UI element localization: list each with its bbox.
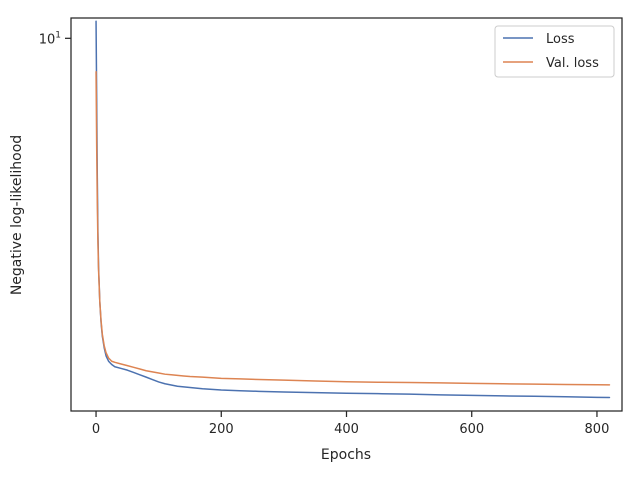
legend-label-val-loss: Val. loss: [546, 56, 599, 71]
x-tick-label: 400: [334, 422, 359, 437]
series-line-val-loss: [95, 70, 611, 386]
x-tick-label: 600: [459, 422, 484, 437]
x-axis-ticks: 0 200 400 600 800: [92, 411, 609, 437]
series-layer: [95, 20, 611, 399]
x-tick-label: 200: [209, 422, 234, 437]
legend: Loss Val. loss: [494, 25, 615, 78]
y-axis-title: Negative log-likelihood: [9, 135, 25, 295]
y-tick-label: 101: [39, 30, 61, 47]
x-tick-label: 0: [92, 422, 100, 437]
plot-frame: [70, 17, 623, 412]
x-axis-title: Epochs: [321, 447, 371, 463]
legend-label-loss: Loss: [546, 32, 575, 47]
y-axis-ticks: 101: [39, 30, 71, 47]
x-tick-label: 800: [585, 422, 610, 437]
